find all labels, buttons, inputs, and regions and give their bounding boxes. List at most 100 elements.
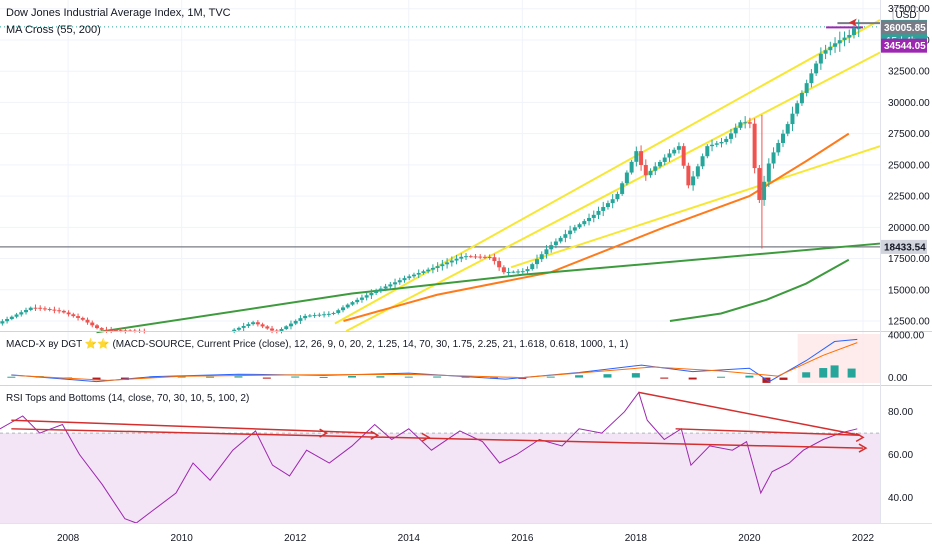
candle-body <box>710 144 715 147</box>
candle-body <box>506 271 511 273</box>
candle-body <box>591 214 596 218</box>
candle-body <box>464 256 469 258</box>
candle-body <box>345 304 350 308</box>
candle-body <box>99 328 104 330</box>
macd-histogram-bar <box>575 375 584 378</box>
candle-body <box>5 318 10 322</box>
candle-body <box>605 203 610 208</box>
candle-body <box>104 329 109 331</box>
candle-body <box>426 269 431 272</box>
candle-body <box>42 308 47 310</box>
candle-body <box>705 146 710 157</box>
candle-body <box>251 322 256 325</box>
candle-body <box>667 153 672 158</box>
candle-body <box>856 28 861 30</box>
y-tick-label: 20000.00 <box>888 223 930 234</box>
candle-body <box>818 53 823 64</box>
candle-body <box>544 249 549 255</box>
macd-label: MACD-X ву DGT ⭐⭐ (MACD-SOURCE, Current P… <box>6 337 628 350</box>
candle-body <box>785 124 790 134</box>
candle-body <box>279 329 284 332</box>
candle-body <box>766 163 771 182</box>
candle-body <box>762 181 767 200</box>
candle-body <box>743 122 748 124</box>
macd-histogram-bar <box>348 375 356 378</box>
candle-body <box>747 122 752 124</box>
candle-body <box>837 40 842 44</box>
candle-body <box>676 146 681 150</box>
macd-histogram-bar <box>206 376 215 378</box>
candle-body <box>260 324 265 327</box>
macd-histogram-bar <box>660 377 669 379</box>
candle-body <box>497 261 502 268</box>
candle-body <box>326 313 331 315</box>
ma55-line <box>343 132 850 322</box>
macd-histogram-bar <box>819 368 828 378</box>
candle-body <box>113 330 118 332</box>
candle-body <box>648 170 653 176</box>
candle-body <box>823 50 828 54</box>
candle-body <box>416 272 421 275</box>
x-tick-label: 2018 <box>625 533 648 544</box>
candle-body <box>350 302 355 305</box>
candle-body <box>411 274 416 277</box>
macd-histogram-bar <box>631 373 640 378</box>
rsi-pane[interactable] <box>0 391 880 524</box>
candle-body <box>795 103 800 114</box>
candle-body <box>525 269 530 272</box>
candle-body <box>232 329 237 332</box>
macd-histogram-bar <box>376 376 385 378</box>
candle-body <box>587 217 592 222</box>
trend-channel-line <box>510 145 881 269</box>
candle-body <box>57 310 62 312</box>
macd-histogram-bar <box>603 374 612 378</box>
candle-body <box>288 323 293 327</box>
candle-body <box>577 224 582 228</box>
x-tick-label: 2014 <box>398 533 421 544</box>
macd-histogram-bar <box>234 376 243 378</box>
y-tick-label: 32500.00 <box>888 67 930 78</box>
macd-histogram-bar <box>291 376 300 378</box>
candle-body <box>681 146 686 166</box>
currency-label: USD <box>895 10 916 21</box>
rsi-y-tick-label: 40.00 <box>888 493 913 504</box>
candle-body <box>265 326 270 329</box>
divergence-line <box>11 428 863 449</box>
candle-body <box>539 254 544 260</box>
candle-body <box>421 271 426 273</box>
candle-body <box>790 113 795 125</box>
price-pane[interactable] <box>0 18 881 334</box>
candle-body <box>52 309 57 311</box>
y-tick-label: 12500.00 <box>888 317 930 328</box>
x-tick-label: 2012 <box>284 533 307 544</box>
candle-body <box>686 165 691 186</box>
chart-title: Dow Jones Industrial Average Index, 1M, … <box>6 7 231 19</box>
candle-body <box>563 234 568 238</box>
candle-body <box>658 161 662 167</box>
candle-body <box>558 237 563 242</box>
candle-body <box>724 138 729 142</box>
macd-histogram-bar <box>847 368 856 378</box>
candle-body <box>534 259 539 265</box>
macd-pane[interactable] <box>7 334 880 383</box>
candle-body <box>298 318 303 321</box>
candle-body <box>582 221 587 225</box>
candle-body <box>364 295 369 298</box>
divergence-arrow <box>370 430 380 440</box>
candle-body <box>80 317 85 320</box>
macd-histogram-bar <box>262 377 271 379</box>
candle-body <box>255 322 260 325</box>
candle-body <box>629 161 634 173</box>
y-tick-label: 27500.00 <box>888 129 930 140</box>
candle-body <box>71 314 76 317</box>
candle-body <box>393 282 398 285</box>
candle-body <box>728 133 733 139</box>
candle-body <box>66 312 71 315</box>
rsi-y-tick-label: 60.00 <box>888 450 913 461</box>
x-tick-label: 2016 <box>511 533 534 544</box>
x-tick-label: 2020 <box>738 533 761 544</box>
candle-body <box>639 151 644 166</box>
candle-body <box>312 315 317 317</box>
